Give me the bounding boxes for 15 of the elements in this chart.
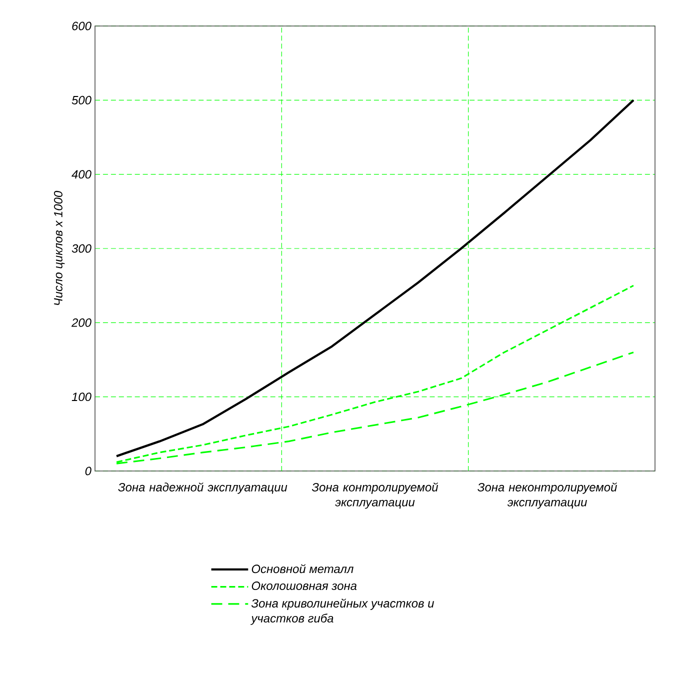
y-tick-label: 600 [72, 22, 92, 30]
y-tick-label: 100 [72, 392, 92, 402]
y-tick-label: 200 [71, 318, 92, 327]
y-tick-label: 300 [72, 244, 92, 253]
legend-label: Околошовная зона [252, 582, 357, 590]
y-tick-label: 500 [72, 96, 92, 104]
legend-label: Зона криволинейных участков и участков гиба [250, 598, 434, 625]
y-tick-label: 0 [85, 466, 92, 476]
legend-label: Основной металл [252, 564, 354, 574]
line-series [115, 99, 635, 458]
y-axis-title: Число циклов x 1000 [54, 190, 65, 305]
x-tick-label: Зона контролируемой эксплуатации [312, 482, 438, 509]
y-tick-label: 400 [72, 170, 92, 179]
x-tick-label: Зона неконтролируемой эксплуатации [478, 482, 617, 509]
x-tick-label: Зона надежной эксплуатации [118, 482, 288, 494]
